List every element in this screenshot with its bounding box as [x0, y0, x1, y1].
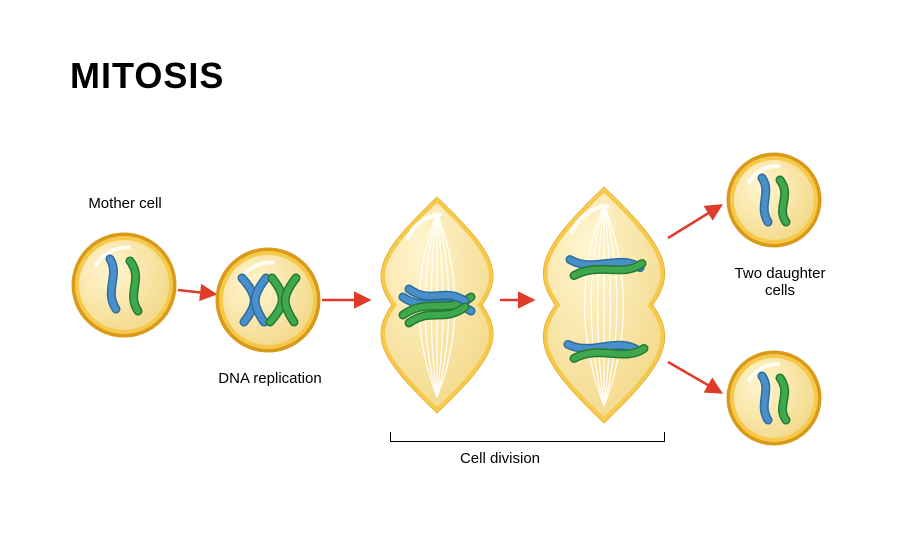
dividing-cell-metaphase — [370, 192, 504, 418]
dividing-cell-anaphase — [532, 182, 676, 428]
dna-replication-cell — [210, 242, 326, 358]
daughter-cell-1 — [721, 147, 827, 253]
mother-cell — [66, 227, 182, 343]
daughter-cell-2 — [721, 345, 827, 451]
